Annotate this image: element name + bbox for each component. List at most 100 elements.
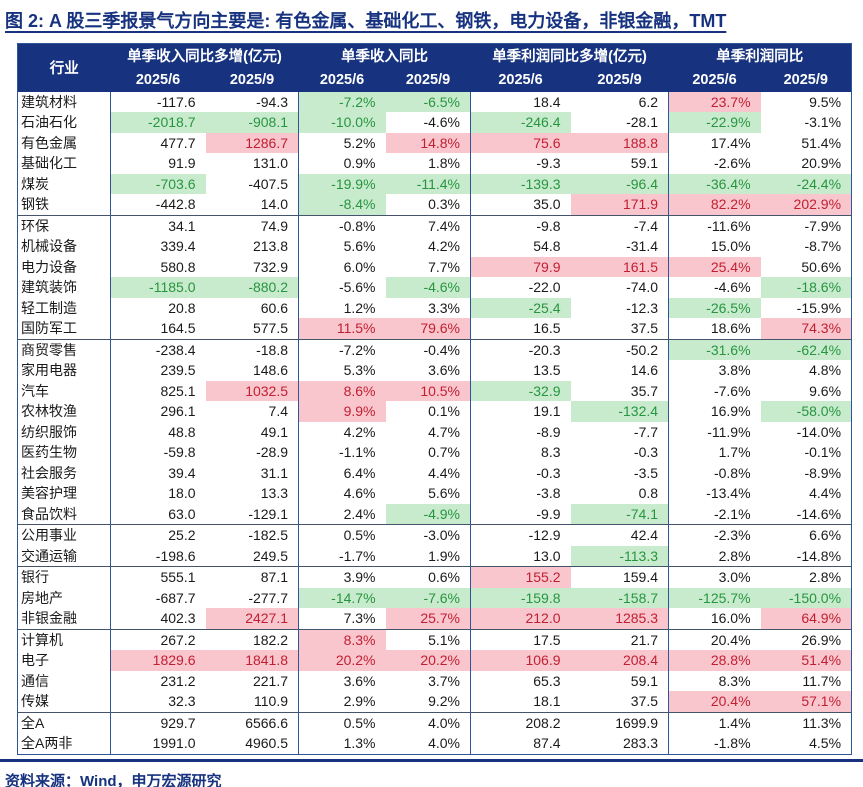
- value-cell: 13.3: [260, 485, 289, 501]
- value-cell: 213.8: [252, 238, 289, 254]
- value-cell: 28.8%: [668, 650, 761, 671]
- value-cell: 14.6: [630, 362, 659, 378]
- table-row: 非银金融 402.3 2427.1 7.3% 25.7% 212.0 1285.3 16.0%…: [17, 608, 852, 630]
- value-cell: -277.7: [248, 589, 289, 606]
- value-cell: 164.5: [110, 318, 206, 340]
- value-cell: 6.0%: [298, 256, 386, 277]
- table-row: 社会服务 39.4 31.1 6.4% 4.4% -0.3 -3.5 -0.8% -8.9%: [18, 462, 852, 483]
- value-cell: 51.4%: [801, 134, 842, 151]
- value-cell: 48.8: [110, 421, 206, 442]
- value-cell: 7.4%: [428, 217, 461, 234]
- value-cell: -4.9%: [385, 503, 471, 525]
- industry-table-wrap: 行业 单季收入同比多增(亿元) 单季收入同比 单季利润同比多增(亿元) 单季利润…: [17, 43, 853, 755]
- value-cell: 16.9%: [668, 401, 761, 422]
- value-cell: -14.6%: [760, 503, 852, 525]
- value-cell: 6.6%: [809, 527, 842, 543]
- value-cell: -10.0%: [298, 112, 386, 133]
- value-cell: 1.3%: [298, 733, 386, 754]
- value-cell: 26.9%: [801, 631, 842, 648]
- value-cell: 555.1: [110, 566, 206, 588]
- value-cell: -28.9: [256, 444, 289, 460]
- value-cell: 65.3: [470, 670, 571, 691]
- industry-cell: 医药生物: [21, 444, 77, 460]
- value-cell: -7.4: [633, 217, 659, 234]
- value-cell: 91.9: [110, 153, 206, 174]
- table-row: 银行 555.1 87.1 3.9% 0.6% 155.2 159.4 3.0% 2.8%: [18, 566, 852, 588]
- value-cell: 79.9: [470, 256, 571, 277]
- value-cell: 79.6%: [385, 318, 471, 340]
- value-cell: -96.4: [570, 173, 669, 194]
- value-cell: -880.2: [205, 277, 299, 298]
- value-cell: -14.8%: [760, 545, 852, 567]
- value-cell: 8.3%: [298, 629, 386, 650]
- value-cell: -3.5: [633, 464, 659, 481]
- value-cell: 20.9%: [801, 155, 842, 171]
- value-cell: -18.6%: [760, 277, 852, 298]
- value-cell: -32.9: [470, 380, 571, 401]
- value-cell: 14.8%: [385, 132, 471, 153]
- period-header-row: 2025/6 2025/9 2025/6 2025/9 2025/6 2025/…: [18, 67, 852, 92]
- value-cell: -36.4%: [668, 173, 761, 194]
- value-cell: 16.5: [470, 318, 571, 340]
- value-cell: 239.5: [110, 360, 206, 381]
- industry-cell: 建筑材料: [21, 93, 77, 110]
- value-cell: -9.3: [470, 153, 571, 174]
- value-cell: -0.3: [633, 444, 659, 460]
- value-cell: 3.3%: [428, 299, 461, 316]
- period-header: 2025/6: [298, 67, 386, 92]
- value-cell: -1185.0: [110, 277, 206, 298]
- table-row: 计算机 267.2 182.2 8.3% 5.1% 17.5 21.7 20.4% 26.9%: [18, 629, 852, 650]
- industry-cell: 煤炭: [21, 175, 49, 192]
- period-header: 2025/9: [570, 67, 669, 92]
- value-cell: -0.3: [470, 462, 571, 483]
- value-cell: 18.1: [470, 691, 571, 713]
- value-cell: 50.6%: [801, 258, 842, 275]
- industry-cell: 房地产: [21, 589, 63, 606]
- value-cell: -6.5%: [385, 91, 471, 112]
- industry-cell: 美容护理: [21, 485, 77, 501]
- value-cell: 9.5%: [809, 93, 842, 110]
- table-row: 基础化工 91.9 131.0 0.9% 1.8% -9.3 59.1 -2.6% 20.9%: [18, 153, 852, 174]
- value-cell: -74.1: [570, 503, 669, 525]
- footer-divider: [0, 758, 863, 762]
- table-row: 商贸零售 -238.4 -18.8 -7.2% -0.4% -20.3 -50.2 -31.6…: [18, 339, 852, 360]
- value-cell: 4.0%: [428, 714, 461, 731]
- value-cell: 6.4%: [298, 462, 386, 483]
- col-group-profit-increase: 单季利润同比多增(亿元): [470, 43, 669, 68]
- industry-cell: 交通运输: [17, 545, 111, 567]
- table-row: 公用事业 25.2 -182.5 0.5% -3.0% -12.9 42.4 -2.3% 6.6…: [18, 524, 852, 546]
- value-cell: 31.1: [260, 464, 289, 481]
- value-cell: 18.4: [470, 91, 571, 112]
- period-header: 2025/6: [668, 67, 761, 92]
- value-cell: 20.4%: [668, 629, 761, 650]
- value-cell: 283.3: [622, 735, 659, 751]
- value-cell: 6.2: [638, 93, 659, 110]
- value-cell: -4.6%: [385, 277, 471, 298]
- industry-cell: 全A两非: [21, 735, 73, 751]
- value-cell: 21.7: [630, 631, 659, 648]
- industry-cell: 食品饮料: [17, 503, 111, 525]
- value-cell: 74.3%: [760, 318, 852, 340]
- value-cell: -74.0: [626, 279, 659, 295]
- value-cell: 5.6%: [428, 485, 461, 501]
- value-cell: 87.4: [470, 733, 571, 754]
- value-cell: -687.7: [110, 587, 206, 608]
- value-cell: 3.9%: [298, 566, 386, 588]
- value-cell: 4960.5: [245, 735, 289, 751]
- value-cell: -19.9%: [298, 173, 386, 194]
- value-cell: -7.9%: [804, 217, 842, 234]
- value-cell: 110.9: [205, 691, 299, 713]
- value-cell: -150.0%: [760, 587, 852, 608]
- value-cell: -24.4%: [760, 173, 852, 194]
- col-group-revenue-increase: 单季收入同比多增(亿元): [110, 43, 299, 68]
- table-row: 医药生物 -59.8 -28.9 -1.1% 0.7% 8.3 -0.3 1.7% -0.1%: [18, 442, 852, 463]
- industry-table: 行业 单季收入同比多增(亿元) 单季收入同比 单季利润同比多增(亿元) 单季利润…: [17, 43, 853, 755]
- value-cell: 131.0: [252, 155, 289, 171]
- value-cell: 1991.0: [110, 733, 206, 754]
- value-cell: -22.9%: [668, 112, 761, 133]
- value-cell: -59.8: [110, 442, 206, 463]
- value-cell: 25.4%: [668, 256, 761, 277]
- col-header-industry: 行业: [17, 43, 111, 92]
- value-cell: -0.8%: [298, 215, 386, 236]
- industry-cell: 非银金融: [17, 608, 111, 630]
